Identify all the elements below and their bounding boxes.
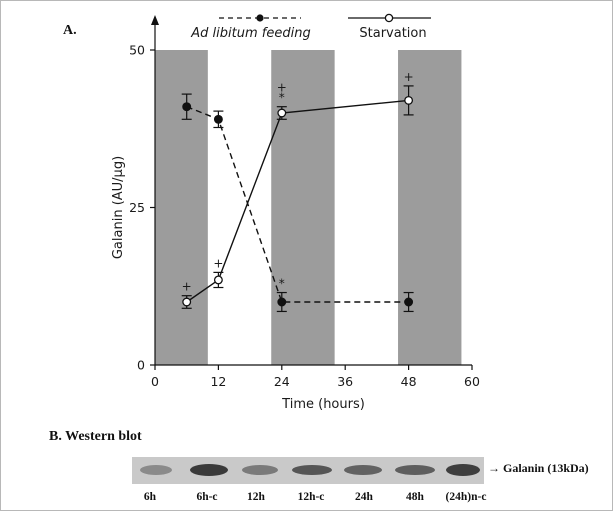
y-tick-label: 50 — [129, 43, 145, 58]
blot-target-text: Galanin (13kDa) — [503, 461, 589, 475]
y-axis-label: Galanin (AU/µg) — [111, 156, 126, 259]
galanin-line-chart: A. 0 12 24 36 48 60 0 25 50 Time (hours) Galanin (A… — [63, 13, 480, 412]
y-tick-label: 0 — [137, 358, 145, 373]
data-point — [182, 297, 192, 307]
panel-a-label: A. — [63, 23, 77, 38]
western-blot-title: B. Western blot — [49, 429, 142, 444]
blot-band — [140, 465, 172, 475]
blot-band — [292, 465, 332, 475]
blot-target-label: → Galanin (13kDa) — [488, 461, 589, 476]
legend-marker-starvation — [384, 13, 394, 23]
lane-label: 6h-c — [196, 491, 218, 503]
lane-label: 6h — [143, 491, 157, 503]
data-point — [277, 108, 287, 118]
data-point — [213, 114, 223, 124]
blot-band — [395, 465, 435, 475]
blot-band — [344, 465, 382, 475]
lane-label: (24h)n-c — [445, 491, 487, 503]
data-point — [404, 297, 414, 307]
significance-marker: + — [277, 81, 287, 95]
blot-band — [190, 464, 228, 476]
significance-marker: * — [279, 277, 285, 291]
data-point — [182, 102, 192, 112]
x-tick-label: 36 — [337, 374, 353, 389]
arrow-right-icon: → — [488, 461, 500, 475]
y-axis-arrow-icon — [151, 15, 159, 25]
lane-label: 12h-c — [297, 491, 325, 503]
blot-band — [446, 464, 480, 476]
lane-label: 24h — [355, 491, 373, 503]
y-tick-label: 25 — [129, 200, 145, 215]
legend-label-starvation: Starvation — [359, 26, 426, 41]
data-point — [277, 297, 287, 307]
data-point — [404, 95, 414, 105]
shaded-interval — [155, 50, 208, 365]
x-tick-label: 12 — [210, 374, 226, 389]
x-tick-label: 48 — [401, 374, 417, 389]
lane-label: 12h — [247, 491, 265, 503]
series-line-ad-libitum — [186, 106, 409, 303]
western-blot-strip — [132, 457, 484, 484]
significance-marker: + — [213, 256, 223, 270]
significance-marker: + — [182, 280, 192, 294]
x-tick-label: 60 — [464, 374, 480, 389]
x-tick-label: 0 — [151, 374, 159, 389]
legend-label-ad-libitum: Ad libitum feeding — [190, 26, 310, 41]
lane-label: 48h — [406, 491, 424, 503]
series-line-starvation — [186, 99, 409, 303]
data-point — [213, 275, 223, 285]
x-axis-label: Time (hours) — [281, 397, 365, 412]
significance-marker: * — [279, 91, 285, 105]
shaded-interval — [271, 50, 335, 365]
x-tick-label: 24 — [274, 374, 290, 389]
significance-marker: + — [404, 70, 414, 84]
legend-marker-ad-libitum — [256, 14, 264, 22]
blot-band — [242, 465, 278, 475]
